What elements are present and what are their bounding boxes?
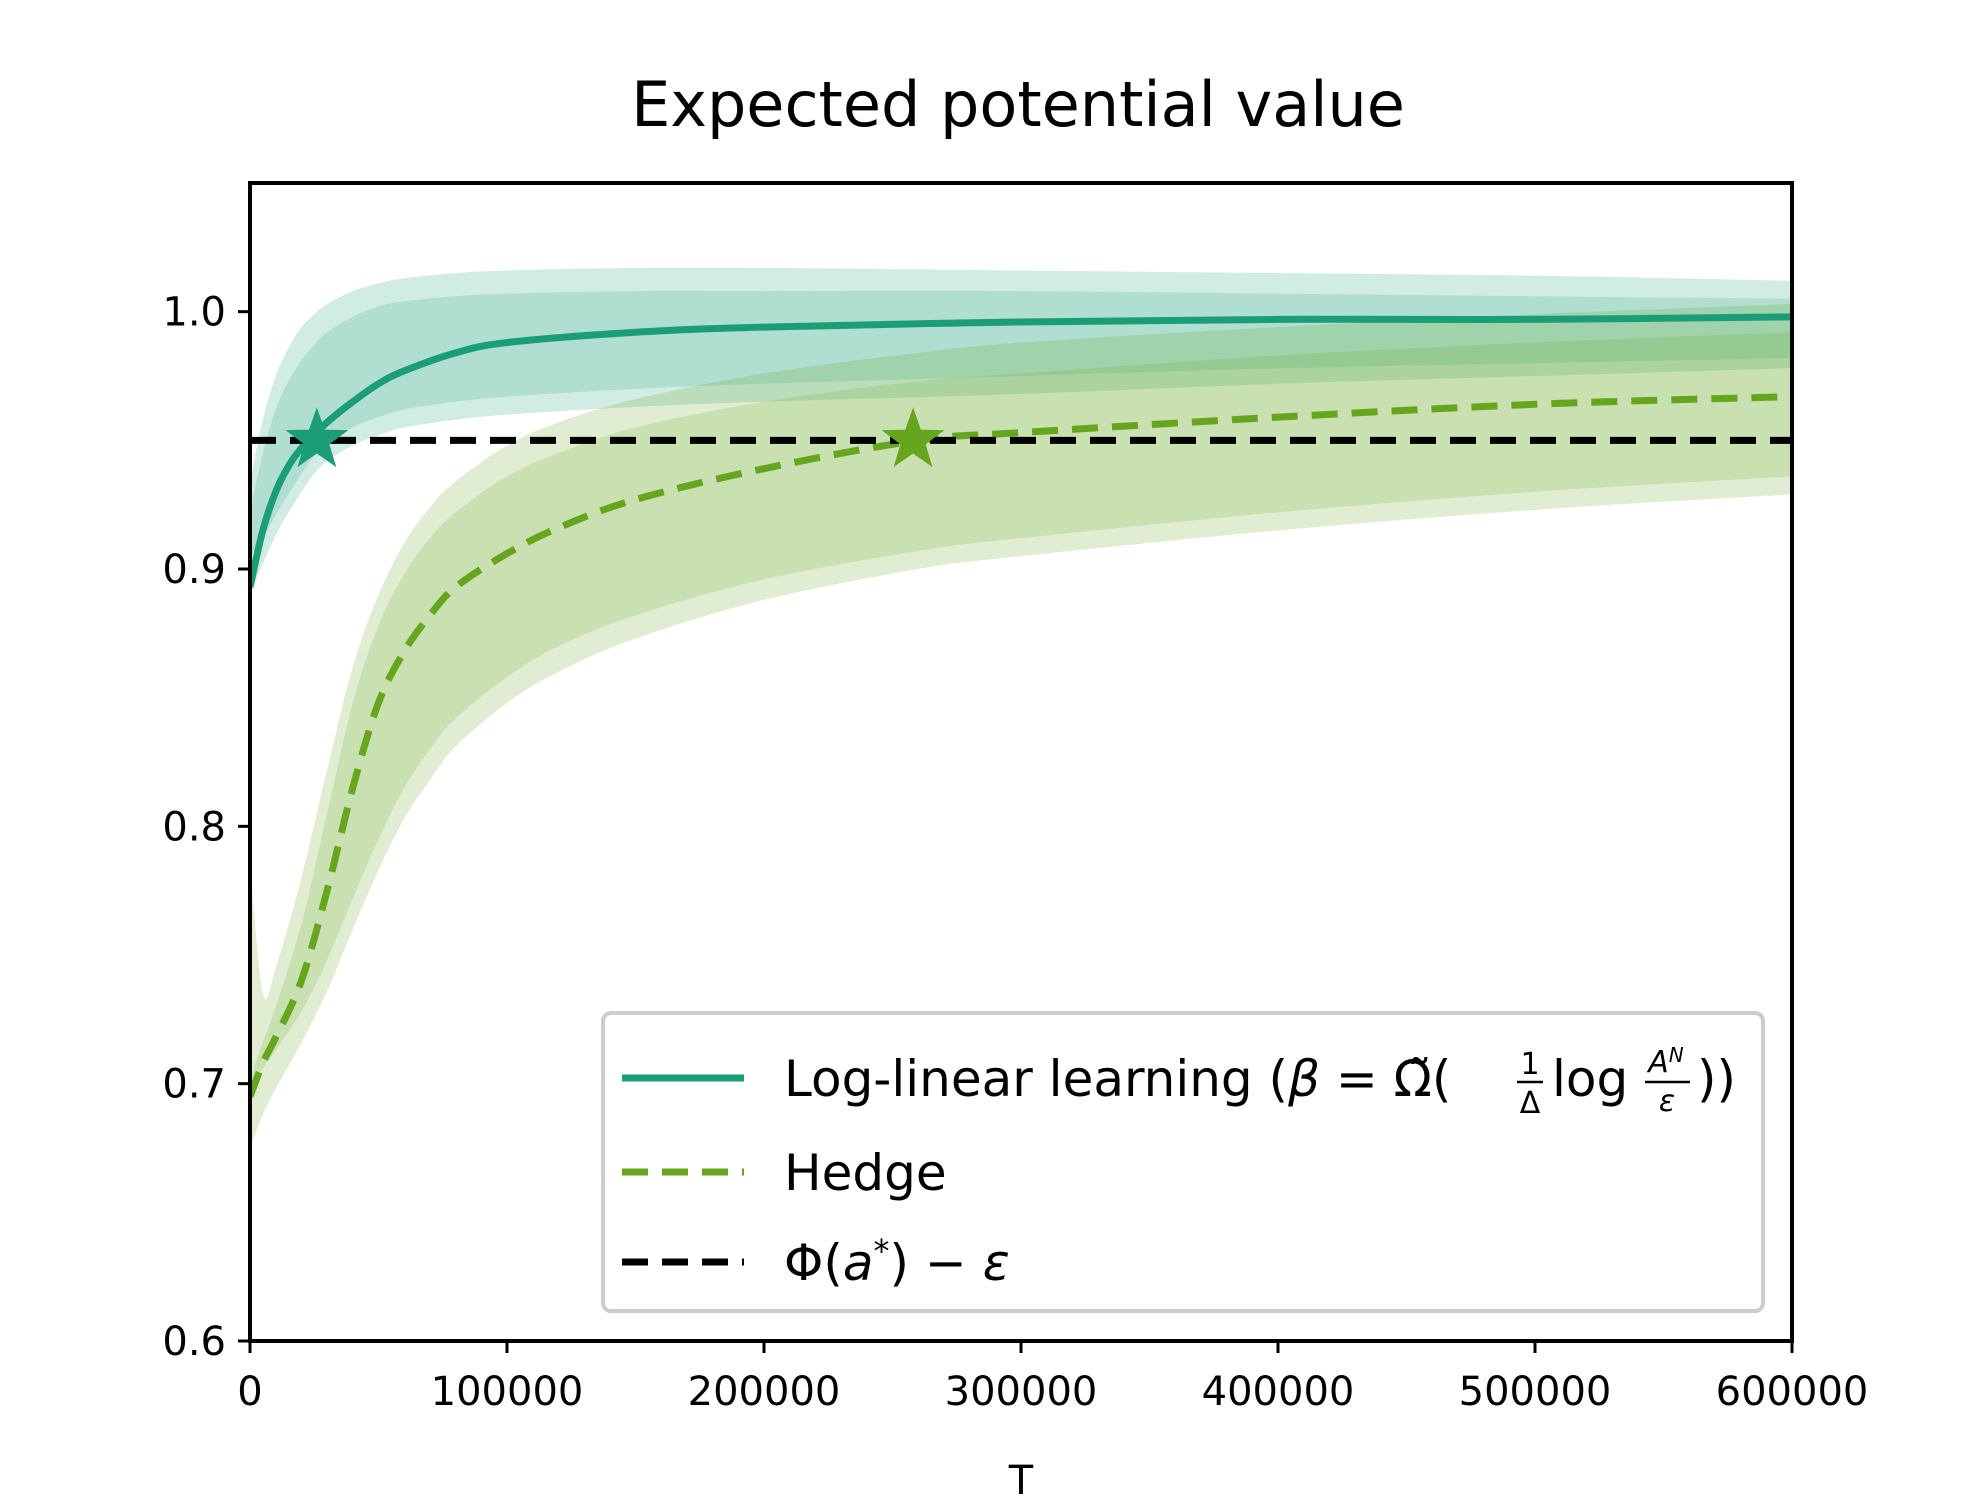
- legend-label-loglinear: Log-linear learning (β = Ω̃(: [784, 1050, 1451, 1108]
- hedge-outer-band: [250, 303, 1792, 1148]
- legend-loglinear-prefix: Log-linear learning (: [784, 1050, 1288, 1108]
- y-tick-label: 1.0: [162, 290, 226, 336]
- x-axis-label: T: [1008, 1458, 1034, 1500]
- legend-frac2-den: ε: [1659, 1084, 1675, 1119]
- x-tick-label: 400000: [1202, 1369, 1355, 1415]
- legend-beta: β: [1287, 1050, 1320, 1108]
- legend-fraction-2: AN ε: [1645, 1043, 1690, 1119]
- x-tick-label: 600000: [1716, 1369, 1869, 1415]
- legend-frac1-den: Δ: [1520, 1086, 1541, 1121]
- legend-eq: =: [1320, 1050, 1394, 1108]
- legend-log: log: [1552, 1050, 1628, 1108]
- x-axis: 0 100000 200000 300000 400000 500000 600000: [237, 1341, 1868, 1415]
- y-axis: 0.6 0.7 0.8 0.9 1.0: [162, 290, 250, 1365]
- legend-label-threshold: Φ(a*) − ε: [784, 1232, 1010, 1292]
- legend: Log-linear learning (β = Ω̃( 1 Δ log AN …: [601, 1011, 1765, 1313]
- y-tick-label: 0.6: [162, 1319, 226, 1365]
- confidence-bands: [250, 267, 1792, 1148]
- x-tick-label: 500000: [1459, 1369, 1612, 1415]
- hedge-inner-band: [250, 332, 1792, 1084]
- series-lines: [250, 313, 1792, 1098]
- x-tick-label: 100000: [431, 1369, 584, 1415]
- y-tick-label: 0.8: [162, 804, 226, 850]
- legend-box: [601, 1011, 1765, 1313]
- loglinear-line: [250, 313, 1792, 588]
- hedge-star-marker: [881, 407, 945, 468]
- threshold-markers: [285, 407, 945, 468]
- hedge-line: [250, 393, 1792, 1098]
- chart-title: Expected potential value: [631, 68, 1405, 141]
- x-tick-label: 300000: [945, 1369, 1098, 1415]
- loglinear-star-marker: [285, 407, 349, 468]
- legend-frac1-num: 1: [1520, 1047, 1539, 1082]
- legend-open: (: [1432, 1050, 1452, 1108]
- legend-omega: Ω̃: [1394, 1050, 1432, 1108]
- legend-label-hedge: Hedge: [784, 1144, 947, 1202]
- loglinear-outer-band: [250, 267, 1792, 595]
- legend-frac2-sup: N: [1669, 1043, 1684, 1067]
- x-tick-label: 0: [237, 1369, 262, 1415]
- x-tick-label: 200000: [688, 1369, 841, 1415]
- loglinear-inner-band: [250, 290, 1792, 557]
- y-tick-label: 0.7: [162, 1062, 226, 1108]
- legend-fraction-1: 1 Δ: [1517, 1047, 1543, 1121]
- legend-close: )): [1697, 1050, 1736, 1108]
- legend-frac2-num: AN: [1646, 1043, 1684, 1080]
- y-tick-label: 0.9: [162, 547, 226, 593]
